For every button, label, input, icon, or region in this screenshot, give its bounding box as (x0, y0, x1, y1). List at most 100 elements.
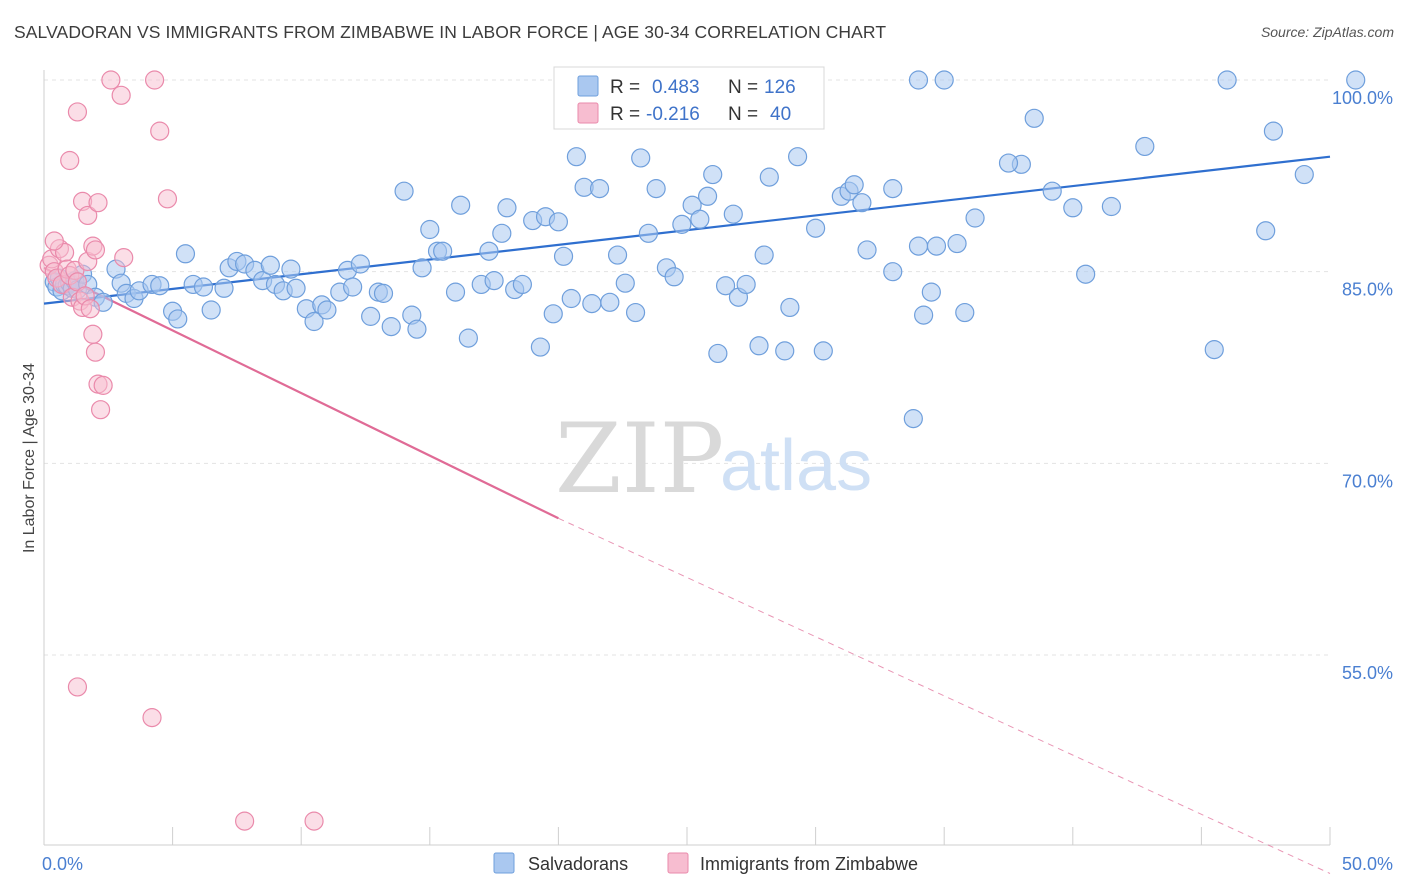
point-zimbabwe-32 (114, 248, 134, 268)
point-salvadorans-59 (458, 328, 478, 348)
point-salvadorans-86 (664, 267, 684, 287)
point-salvadorans-57 (445, 282, 466, 302)
point-salvadorans-101 (780, 297, 800, 318)
point-salvadorans-82 (631, 148, 651, 168)
point-salvadorans-23 (175, 244, 196, 264)
point-salvadorans-123 (1101, 196, 1121, 217)
point-salvadorans-109 (857, 240, 877, 260)
point-salvadorans-76 (582, 294, 602, 314)
bottom-legend-swatch-pink (667, 852, 689, 874)
y-axis-label: In Labor Force | Age 30-34 (21, 363, 38, 553)
point-zimbabwe-39 (304, 811, 324, 831)
point-salvadorans-68 (530, 337, 550, 357)
point-salvadorans-27 (214, 278, 234, 298)
point-salvadorans-50 (394, 181, 414, 201)
point-salvadorans-91 (703, 164, 723, 185)
point-salvadorans-99 (759, 167, 779, 187)
point-salvadorans-98 (754, 245, 774, 265)
point-salvadorans-113 (914, 305, 934, 325)
chart-source: Source: ZipAtlas.com (1260, 24, 1394, 40)
point-salvadorans-107 (844, 175, 864, 195)
point-salvadorans-49 (381, 317, 401, 337)
point-salvadorans-127 (1256, 221, 1276, 241)
point-zimbabwe-22 (44, 231, 64, 251)
point-salvadorans-93 (715, 276, 736, 296)
point-zimbabwe-23 (60, 150, 80, 171)
y-tick-label-0: 100.0% (1332, 88, 1393, 108)
point-salvadorans-70 (543, 304, 563, 324)
point-salvadorans-54 (420, 219, 440, 240)
point-salvadorans-56 (433, 241, 453, 261)
point-salvadorans-104 (813, 341, 833, 361)
point-salvadorans-124 (1135, 136, 1155, 157)
point-salvadorans-73 (561, 288, 581, 309)
point-salvadorans-110 (883, 179, 903, 199)
point-zimbabwe-35 (157, 189, 178, 209)
series-zimbabwe (39, 70, 324, 831)
point-zimbabwe-34 (150, 121, 170, 141)
x-tick-labels: 0.0% 50.0% (42, 854, 1393, 874)
point-zimbabwe-30 (101, 70, 121, 90)
point-salvadorans-122 (1076, 264, 1096, 284)
point-salvadorans-89 (690, 209, 710, 229)
point-salvadorans-66 (512, 274, 532, 295)
trend-line-zimbabwe-extrapolated (558, 517, 1331, 874)
point-salvadorans-117 (955, 302, 975, 323)
point-zimbabwe-36 (67, 677, 88, 697)
point-salvadorans-108 (852, 193, 872, 213)
point-zimbabwe-17 (83, 324, 103, 344)
point-salvadorans-39 (304, 311, 324, 332)
point-salvadorans-83 (638, 223, 659, 243)
point-salvadorans-134 (908, 70, 929, 90)
legend-r-label-2: R = (610, 104, 640, 125)
point-salvadorans-44 (343, 277, 363, 297)
point-salvadorans-37 (286, 278, 306, 298)
point-salvadorans-63 (492, 223, 512, 243)
point-salvadorans-22 (168, 309, 188, 329)
point-salvadorans-78 (600, 292, 620, 312)
point-zimbabwe-37 (142, 708, 162, 728)
point-salvadorans-61 (479, 241, 499, 261)
legend-swatch-pink (577, 102, 599, 124)
point-zimbabwe-33 (144, 70, 165, 90)
legend-r-label-1: R = (610, 77, 640, 98)
point-salvadorans-97 (749, 336, 769, 356)
point-salvadorans-33 (260, 255, 280, 275)
point-salvadorans-84 (646, 179, 666, 199)
point-salvadorans-128 (1263, 121, 1284, 141)
point-zimbabwe-16 (80, 299, 100, 319)
grid-lines (44, 79, 1330, 656)
point-salvadorans-129 (1294, 164, 1314, 185)
point-salvadorans-25 (193, 277, 214, 297)
point-zimbabwe-31 (111, 85, 131, 105)
legend-n-label-1: N = (728, 77, 758, 98)
point-salvadorans-48 (373, 283, 394, 303)
watermark-atlas: atlas (720, 426, 872, 506)
point-zimbabwe-21 (93, 375, 113, 395)
point-salvadorans-52 (407, 319, 427, 339)
point-salvadorans-121 (1042, 181, 1062, 201)
trend-line-zimbabwe (43, 266, 559, 520)
x-tick-label-0: 0.0% (42, 854, 83, 874)
point-salvadorans-58 (451, 195, 471, 215)
point-salvadorans-112 (908, 236, 929, 256)
legend-swatch-blue (577, 75, 599, 97)
point-salvadorans-53 (412, 258, 432, 278)
point-salvadorans-125 (1204, 340, 1224, 360)
point-salvadorans-94 (723, 204, 743, 224)
point-salvadorans-130 (1346, 70, 1366, 90)
legend-n-value-2: 40 (770, 104, 791, 125)
point-salvadorans-87 (672, 214, 692, 234)
point-salvadorans-133 (1063, 198, 1083, 218)
series-salvadorans (44, 70, 1366, 429)
point-salvadorans-102 (787, 147, 808, 167)
point-salvadorans-26 (201, 300, 221, 320)
point-salvadorans-96 (736, 274, 756, 295)
point-salvadorans-92 (708, 343, 728, 364)
bottom-legend-label-salvadorans: Salvadorans (528, 854, 628, 874)
bottom-legend-label-zimbabwe: Immigrants from Zimbabwe (700, 854, 918, 874)
point-zimbabwe-38 (235, 811, 255, 831)
point-salvadorans-46 (361, 306, 381, 326)
point-zimbabwe-24 (67, 102, 88, 122)
